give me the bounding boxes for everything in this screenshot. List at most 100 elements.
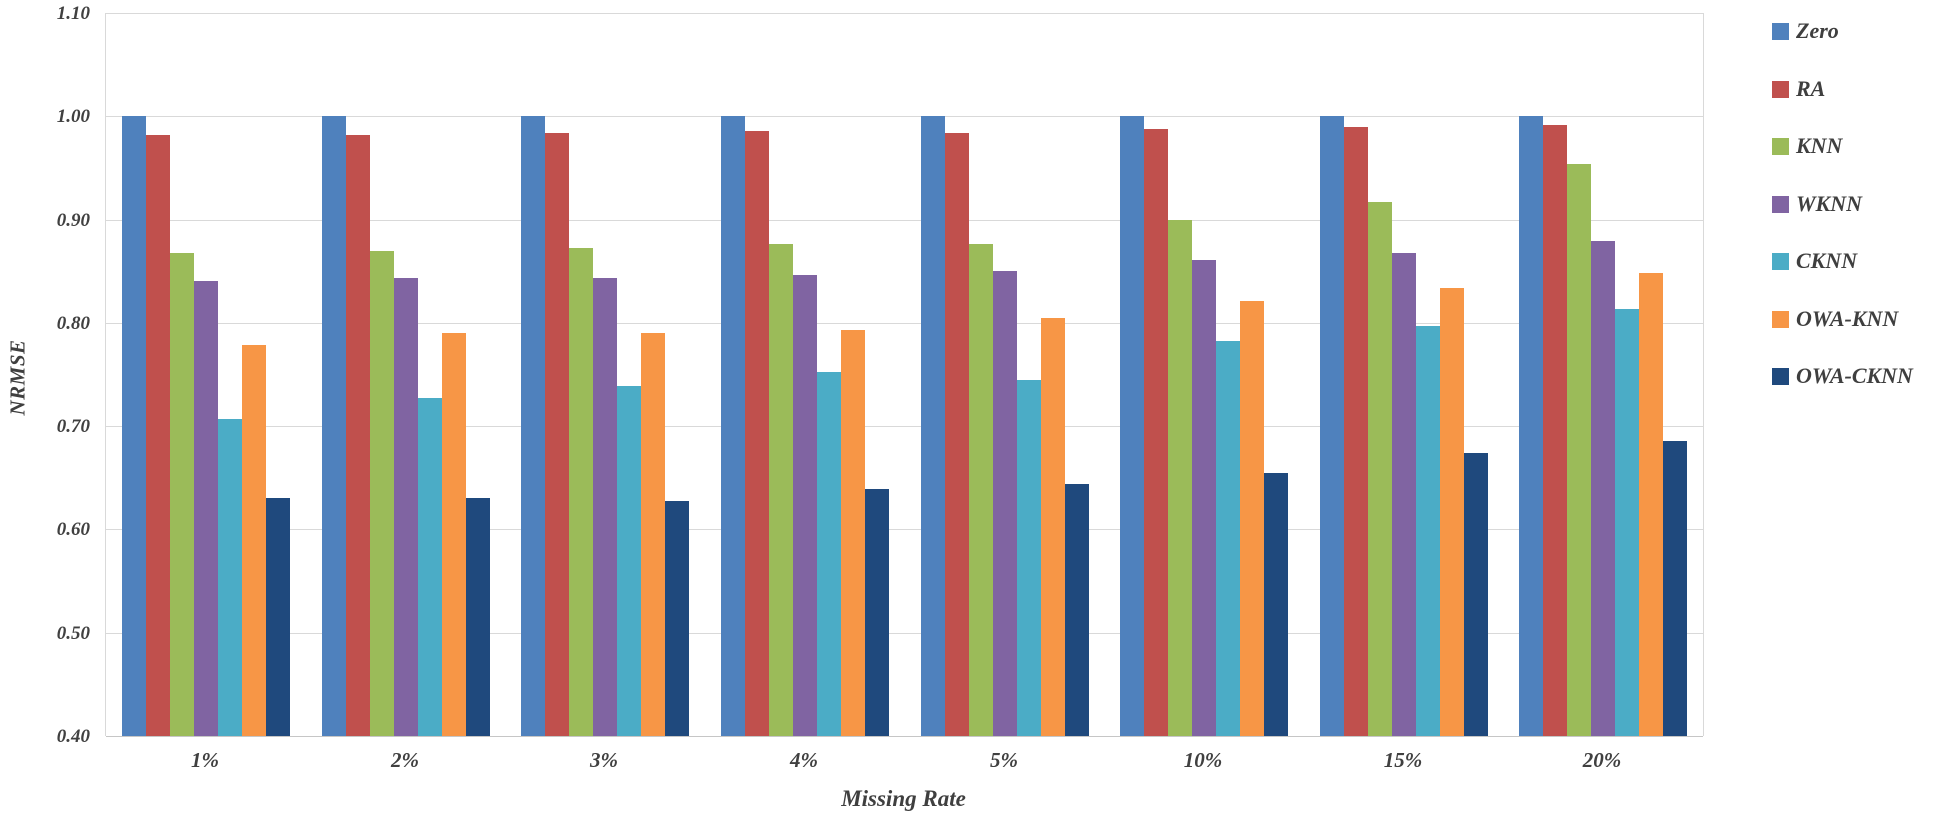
bar-zero-2% bbox=[322, 116, 346, 736]
bar-ra-5% bbox=[945, 133, 969, 736]
bar-zero-15% bbox=[1320, 116, 1344, 736]
bar-cknn-1% bbox=[218, 419, 242, 736]
legend-swatch-zero bbox=[1772, 22, 1789, 40]
legend-item-owa-knn: OWA-KNN bbox=[1772, 306, 1898, 332]
legend-label-cknn: CKNN bbox=[1796, 248, 1858, 273]
bar-wknn-20% bbox=[1591, 241, 1615, 736]
gridline-0.50 bbox=[106, 633, 1703, 634]
bar-ra-1% bbox=[146, 135, 170, 736]
y-tick-0.60: 0.60 bbox=[56, 519, 90, 540]
legend-item-ra: RA bbox=[1772, 76, 1825, 102]
legend-item-knn: KNN bbox=[1772, 133, 1842, 159]
bar-group-10% bbox=[1104, 13, 1304, 736]
bar-owa-knn-5% bbox=[1041, 318, 1065, 736]
x-tick-1%: 1% bbox=[191, 748, 219, 772]
plot-area bbox=[105, 13, 1704, 737]
bar-knn-1% bbox=[170, 253, 194, 736]
legend-item-wknn: WKNN bbox=[1772, 191, 1862, 217]
bar-ra-4% bbox=[745, 131, 769, 736]
gridline-0.40 bbox=[106, 736, 1703, 737]
legend-item-cknn: CKNN bbox=[1772, 248, 1857, 274]
legend-item-zero: Zero bbox=[1772, 18, 1839, 44]
bar-group-15% bbox=[1304, 13, 1504, 736]
bar-owa-knn-1% bbox=[242, 345, 266, 736]
gridline-0.80 bbox=[106, 323, 1703, 324]
bar-owa-cknn-4% bbox=[865, 489, 889, 736]
legend-label-owa-knn: OWA-KNN bbox=[1796, 306, 1899, 331]
bar-ra-10% bbox=[1144, 129, 1168, 736]
bar-group-4% bbox=[705, 13, 905, 736]
bar-cknn-20% bbox=[1615, 309, 1639, 736]
bar-knn-3% bbox=[569, 248, 593, 736]
bar-ra-15% bbox=[1344, 127, 1368, 736]
gridline-0.90 bbox=[106, 220, 1703, 221]
bar-group-1% bbox=[106, 13, 306, 736]
bar-zero-3% bbox=[521, 116, 545, 736]
legend-swatch-owa-cknn bbox=[1772, 367, 1789, 385]
bar-owa-knn-4% bbox=[841, 330, 865, 736]
legend-swatch-cknn bbox=[1772, 252, 1789, 270]
x-axis-title: Missing Rate bbox=[841, 786, 966, 811]
y-tick-0.50: 0.50 bbox=[56, 623, 90, 644]
bar-wknn-5% bbox=[993, 271, 1017, 736]
bar-cknn-3% bbox=[617, 386, 641, 736]
bar-knn-5% bbox=[969, 244, 993, 736]
bar-wknn-15% bbox=[1392, 253, 1416, 736]
bar-knn-2% bbox=[370, 251, 394, 736]
bar-group-3% bbox=[505, 13, 705, 736]
bar-group-5% bbox=[905, 13, 1105, 736]
legend-label-knn: KNN bbox=[1796, 133, 1843, 158]
legend-label-ra: RA bbox=[1796, 76, 1826, 101]
bar-zero-1% bbox=[122, 116, 146, 736]
bar-owa-cknn-2% bbox=[466, 498, 490, 736]
legend-item-owa-cknn: OWA-CKNN bbox=[1772, 363, 1913, 389]
bar-owa-cknn-20% bbox=[1663, 441, 1687, 736]
gridline-1.10 bbox=[106, 13, 1703, 14]
bar-owa-cknn-1% bbox=[266, 498, 290, 736]
x-tick-3%: 3% bbox=[590, 748, 618, 772]
bar-cknn-4% bbox=[817, 372, 841, 736]
x-tick-20%: 20% bbox=[1582, 748, 1622, 772]
y-tick-1.00: 1.00 bbox=[56, 106, 90, 127]
bar-cknn-5% bbox=[1017, 380, 1041, 736]
bar-wknn-1% bbox=[194, 281, 218, 736]
bar-cknn-2% bbox=[418, 398, 442, 736]
bar-owa-knn-10% bbox=[1240, 301, 1264, 736]
legend-label-owa-cknn: OWA-CKNN bbox=[1796, 363, 1913, 388]
gridline-0.60 bbox=[106, 529, 1703, 530]
legend-swatch-ra bbox=[1772, 80, 1789, 98]
bar-group-20% bbox=[1503, 13, 1703, 736]
legend-swatch-wknn bbox=[1772, 195, 1789, 213]
bar-knn-10% bbox=[1168, 220, 1192, 736]
bar-wknn-3% bbox=[593, 278, 617, 736]
bar-owa-knn-2% bbox=[442, 333, 466, 736]
bar-knn-15% bbox=[1368, 202, 1392, 736]
x-tick-5%: 5% bbox=[990, 748, 1018, 772]
y-tick-0.40: 0.40 bbox=[56, 726, 90, 747]
legend-label-wknn: WKNN bbox=[1796, 191, 1863, 216]
x-tick-4%: 4% bbox=[790, 748, 818, 772]
y-tick-1.10: 1.10 bbox=[56, 3, 90, 24]
bar-ra-20% bbox=[1543, 125, 1567, 736]
x-tick-10%: 10% bbox=[1183, 748, 1223, 772]
bar-zero-5% bbox=[921, 116, 945, 736]
gridline-0.70 bbox=[106, 426, 1703, 427]
bar-group-2% bbox=[306, 13, 506, 736]
bar-owa-cknn-15% bbox=[1464, 453, 1488, 736]
legend-label-zero: Zero bbox=[1796, 18, 1839, 43]
bar-owa-knn-3% bbox=[641, 333, 665, 736]
bar-wknn-2% bbox=[394, 278, 418, 736]
bar-wknn-10% bbox=[1192, 260, 1216, 736]
bar-ra-3% bbox=[545, 133, 569, 736]
bar-wknn-4% bbox=[793, 275, 817, 736]
bar-zero-10% bbox=[1120, 116, 1144, 736]
y-tick-0.90: 0.90 bbox=[56, 210, 90, 231]
bar-knn-20% bbox=[1567, 164, 1591, 736]
bar-owa-knn-20% bbox=[1639, 273, 1663, 736]
legend-swatch-knn bbox=[1772, 137, 1789, 155]
bar-cknn-10% bbox=[1216, 341, 1240, 736]
y-tick-0.80: 0.80 bbox=[56, 313, 90, 334]
bar-owa-knn-15% bbox=[1440, 288, 1464, 736]
bar-owa-cknn-10% bbox=[1264, 473, 1288, 736]
